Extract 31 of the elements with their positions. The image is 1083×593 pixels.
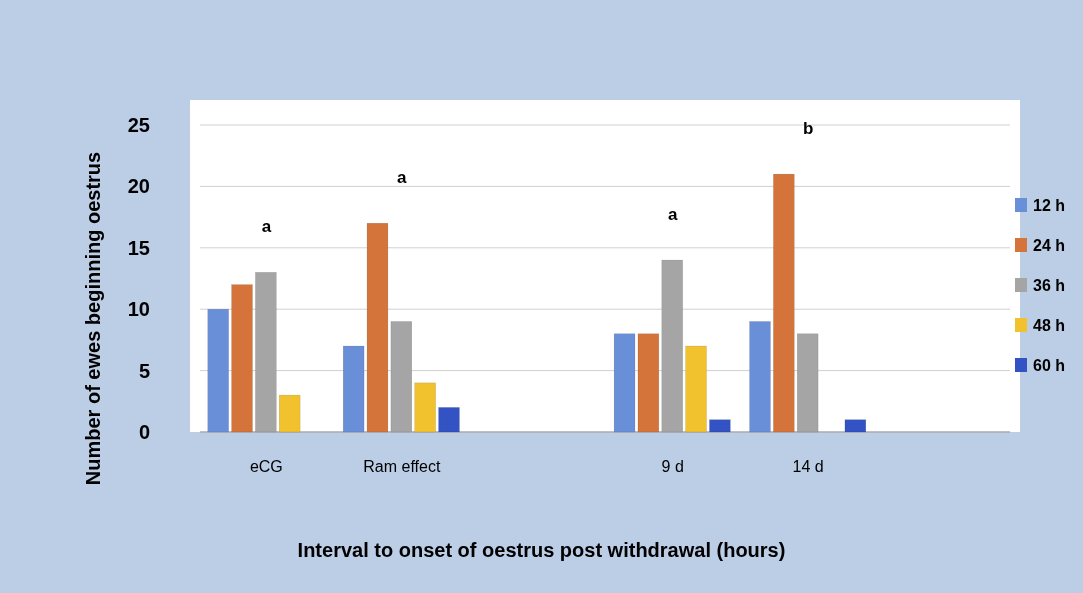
bar (709, 419, 731, 433)
legend-label: 12 h (1033, 196, 1066, 214)
annotation: a (261, 217, 272, 237)
x-tick-label: 14 d (792, 458, 824, 475)
bar (279, 394, 301, 433)
bar (231, 284, 253, 433)
bar (438, 407, 460, 433)
bar (414, 382, 436, 433)
bar (207, 308, 229, 433)
y-tick-label: 0 (138, 421, 150, 443)
bar (749, 321, 771, 433)
x-axis-title: Interval to onset of oestrus post withdrawal (hours) (297, 539, 786, 561)
x-tick-label: eCG (249, 458, 283, 475)
legend-label: 60 h (1033, 356, 1066, 374)
y-axis-title: Number of ewes beginning oestrus (82, 151, 104, 486)
y-tick-label: 10 (127, 298, 150, 321)
x-tick-label: 9 d (661, 458, 684, 475)
y-tick-label: 5 (138, 359, 150, 382)
bar (773, 173, 795, 433)
legend-label: 24 h (1033, 236, 1066, 254)
legend-label: 36 h (1033, 276, 1066, 294)
annotation: b (802, 119, 814, 139)
annotation: a (667, 205, 678, 225)
y-tick-label: 15 (127, 236, 150, 259)
bar (844, 419, 867, 433)
legend-label: 48 h (1033, 316, 1066, 334)
y-tick-label: 20 (127, 175, 150, 198)
y-tick-label: 25 (127, 114, 150, 136)
x-tick-label: Ram effect (363, 458, 441, 475)
annotation: a (397, 168, 408, 188)
bar (685, 345, 707, 433)
